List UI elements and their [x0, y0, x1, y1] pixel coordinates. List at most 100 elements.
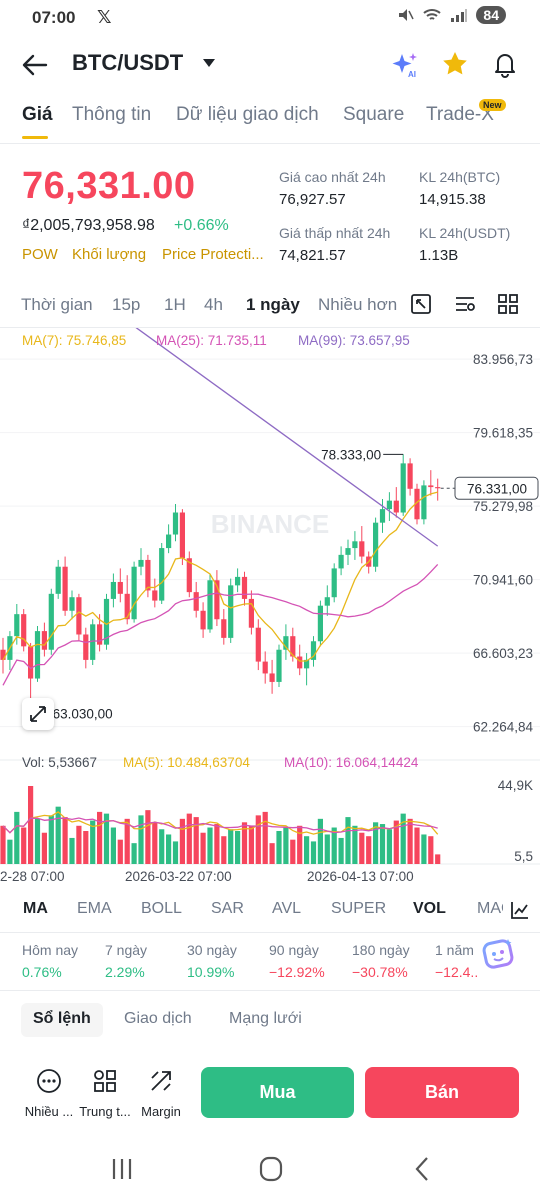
- candle-body: [138, 559, 144, 567]
- candle-body: [338, 554, 344, 569]
- layout-grid-icon[interactable]: [496, 292, 520, 316]
- volume-bar: [193, 817, 199, 864]
- candle-body: [248, 598, 254, 628]
- status-icons: 84: [396, 6, 506, 24]
- indicator-macd[interactable]: MACD: [477, 900, 503, 917]
- ai-assistant-icon[interactable]: [480, 936, 516, 972]
- tab-square[interactable]: Square: [343, 104, 405, 125]
- candle-body: [214, 580, 220, 620]
- tag-price-protection[interactable]: Price Protecti...: [162, 246, 264, 263]
- candle-body: [76, 597, 82, 635]
- candle-body: [393, 500, 399, 513]
- indicator-boll[interactable]: BOLL: [141, 900, 182, 917]
- x-tick-label: 2026-03-22 07:00: [125, 869, 232, 884]
- indicator-settings-icon[interactable]: [453, 292, 477, 316]
- tab-network[interactable]: Mạng lưới: [229, 1010, 302, 1027]
- chevron-down-icon[interactable]: [203, 59, 215, 67]
- candle-body: [159, 548, 165, 601]
- interval-more[interactable]: Nhiều hơn: [318, 295, 398, 314]
- vol-ma5-line: [2, 811, 439, 835]
- indicator-sar[interactable]: SAR: [211, 900, 244, 917]
- volume-bar: [407, 818, 413, 864]
- candle-body: [193, 592, 199, 611]
- volume-bar: [48, 815, 54, 864]
- tab-trades[interactable]: Giao dịch: [124, 1010, 192, 1027]
- candle-body: [386, 500, 392, 510]
- back-nav-icon[interactable]: [405, 1154, 441, 1184]
- candle-body: [0, 649, 6, 660]
- perf-label: Hôm nay: [22, 942, 79, 958]
- volume-bar: [179, 818, 185, 864]
- tag-volume[interactable]: Khối lượng: [72, 246, 147, 263]
- expand-chart-button[interactable]: [22, 698, 54, 730]
- recent-apps-icon[interactable]: [104, 1154, 140, 1184]
- divider: [0, 143, 540, 144]
- candle-body: [241, 576, 248, 599]
- ai-sparkle-icon[interactable]: AI: [390, 50, 420, 80]
- candle-body: [435, 487, 441, 489]
- indicator-tabs: MA EMA BOLL SAR AVL SUPER VOL MACD: [0, 895, 540, 927]
- margin-action[interactable]: Margin: [129, 1068, 193, 1119]
- pair-selector[interactable]: BTC/USDT: [72, 50, 184, 75]
- tag-pow[interactable]: POW: [22, 246, 58, 263]
- perf-180d: 180 ngày −30.78%: [352, 942, 442, 980]
- indicator-avl[interactable]: AVL: [272, 900, 302, 917]
- back-arrow-icon[interactable]: [20, 52, 50, 78]
- volume-bar: [297, 825, 303, 864]
- mute-icon: [399, 9, 415, 21]
- perf-7d: 7 ngày 2.29%: [105, 942, 195, 980]
- center-action[interactable]: Trung t...: [73, 1068, 137, 1119]
- low-24h-value: 74,821.57: [279, 247, 346, 264]
- sell-button[interactable]: Bán: [365, 1067, 519, 1118]
- indicator-super[interactable]: SUPER: [331, 900, 387, 917]
- perf-value: 2.29%: [105, 964, 145, 980]
- tab-info[interactable]: Thông tin: [72, 104, 152, 125]
- tab-order-book[interactable]: Sổ lệnh: [21, 1003, 103, 1037]
- candle-body: [262, 661, 268, 674]
- candle-body: [345, 548, 351, 555]
- volume-bar: [69, 837, 75, 864]
- tab-trading-data[interactable]: Dữ liệu giao dịch: [176, 104, 319, 125]
- volume-bar: [373, 822, 379, 864]
- ma25-legend: MA(25): 71.735,11: [156, 333, 267, 348]
- buy-button[interactable]: Mua: [201, 1067, 354, 1118]
- volume-bar: [221, 836, 227, 864]
- indicator-vol[interactable]: VOL: [413, 900, 446, 917]
- fullscreen-chart-icon[interactable]: [409, 292, 433, 316]
- candle-body: [310, 641, 317, 660]
- tab-price[interactable]: Giá: [22, 104, 53, 125]
- indicator-ma[interactable]: MA: [23, 900, 48, 917]
- candle-body: [276, 649, 282, 682]
- tab-trade-x[interactable]: Trade-X: [426, 104, 494, 125]
- volume-bar: [262, 811, 268, 864]
- more-action[interactable]: Nhiều ...: [17, 1068, 81, 1119]
- volume-bar: [421, 834, 427, 864]
- volume-bar: [393, 820, 399, 864]
- favorite-star-icon[interactable]: [440, 49, 470, 79]
- candle-body: [131, 566, 137, 620]
- volume-bar: [62, 817, 68, 864]
- bell-icon[interactable]: [490, 49, 520, 79]
- interval-1h[interactable]: 1H: [164, 295, 186, 314]
- candle-body: [172, 512, 179, 535]
- interval-1d[interactable]: 1 ngày: [246, 295, 300, 314]
- volume-bar: [248, 825, 254, 864]
- interval-4h[interactable]: 4h: [204, 295, 223, 314]
- candlestick-chart[interactable]: BINANCE 83.956,73 79.618,35 75.279,98 70.94…: [0, 328, 540, 890]
- perf-value: −30.78%: [352, 964, 408, 980]
- candle-body: [290, 636, 296, 657]
- candle-body: [69, 597, 75, 611]
- interval-15m[interactable]: 15p: [112, 295, 141, 314]
- perf-label: 180 ngày: [352, 942, 410, 958]
- candle-body: [124, 593, 130, 620]
- chart-line-icon[interactable]: [509, 899, 531, 921]
- perf-30d: 30 ngày 10.99%: [187, 942, 277, 980]
- interval-time[interactable]: Thời gian: [21, 295, 93, 314]
- volume-bar: [159, 829, 165, 864]
- grid-icon: [94, 1070, 116, 1092]
- volume-bar: [379, 824, 386, 864]
- home-icon[interactable]: [253, 1154, 289, 1184]
- volume-bar: [83, 830, 89, 864]
- perf-label: 7 ngày: [105, 942, 148, 958]
- indicator-ema[interactable]: EMA: [77, 900, 112, 917]
